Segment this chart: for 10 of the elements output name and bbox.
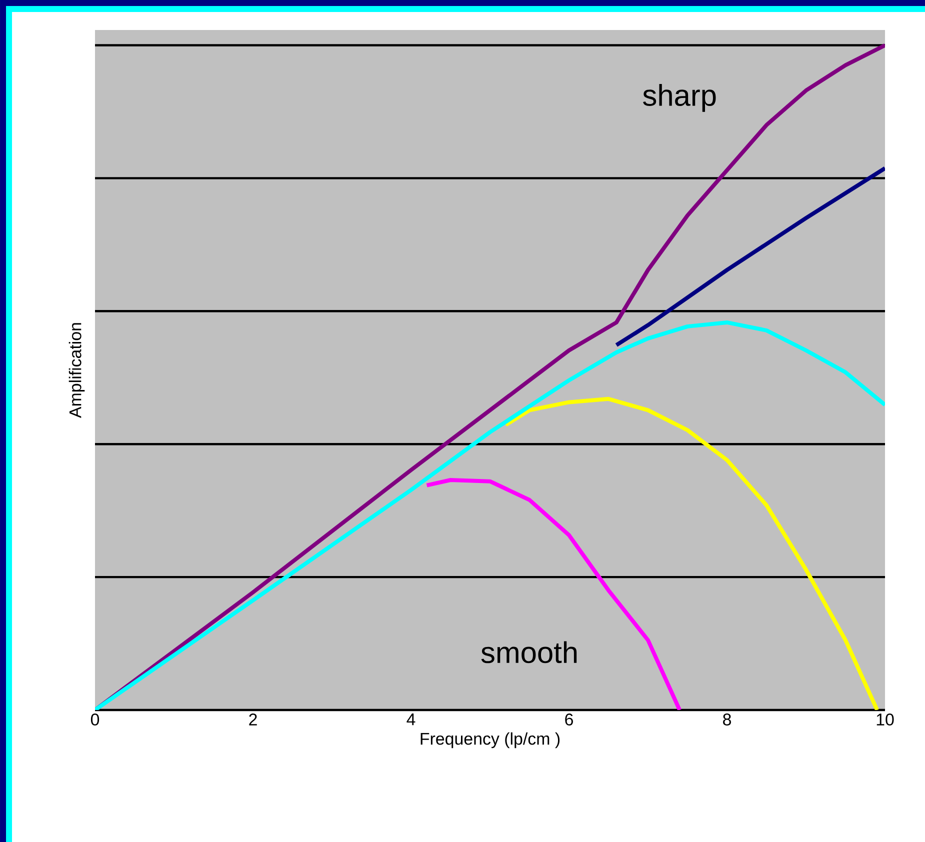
y-axis-title: Amplification bbox=[68, 323, 85, 418]
annotation: sharp bbox=[643, 84, 716, 112]
x-tick-label: 4 bbox=[406, 714, 416, 726]
x-tick-label: 10 bbox=[876, 714, 894, 726]
x-tick-label: 6 bbox=[565, 714, 573, 726]
x-axis-title: Frequency (lp/cm ) bbox=[420, 732, 560, 748]
x-tick-label: 2 bbox=[249, 714, 257, 726]
x-tick-label: 0 bbox=[90, 714, 100, 726]
x-tick-label: 8 bbox=[723, 714, 731, 726]
annotation: smooth bbox=[481, 641, 577, 664]
